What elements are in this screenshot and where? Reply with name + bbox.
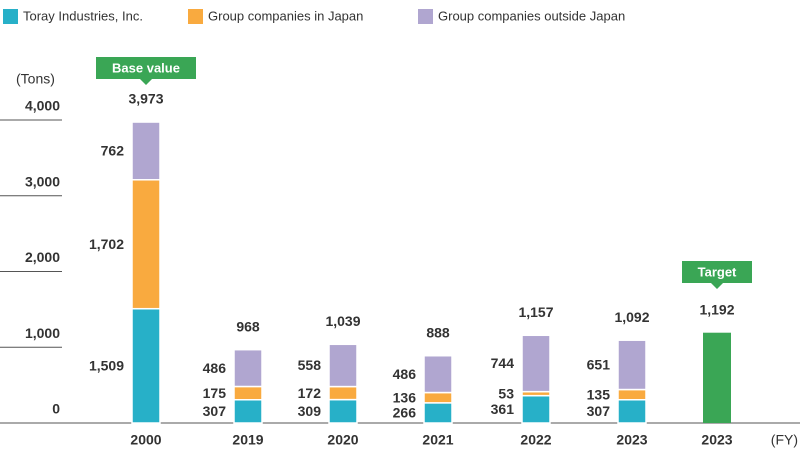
y-tick-label: 0 xyxy=(52,401,60,417)
legend-label: Toray Industries, Inc. xyxy=(23,8,143,23)
bar-segment xyxy=(328,343,358,388)
bar-segment xyxy=(131,121,161,181)
bar-segment xyxy=(423,354,453,394)
segment-label: 307 xyxy=(587,403,611,419)
segment-label: 651 xyxy=(587,357,611,373)
x-tick-label: 2022 xyxy=(520,432,551,448)
bar-segment xyxy=(328,398,358,424)
total-label: 1,157 xyxy=(518,304,553,320)
bar-segment xyxy=(423,402,453,424)
y-tick-label: 3,000 xyxy=(25,173,60,189)
segment-label: 486 xyxy=(393,366,417,382)
bar-segment xyxy=(617,398,647,424)
bar-segment xyxy=(328,385,358,401)
total-label: 1,039 xyxy=(325,313,360,329)
callout-text: Base value xyxy=(112,60,180,75)
segment-label: 175 xyxy=(203,385,227,401)
segment-label: 172 xyxy=(298,385,322,401)
legend-swatch xyxy=(418,9,433,24)
bar-segment xyxy=(233,348,263,388)
segment-label: 135 xyxy=(587,386,611,402)
segment-label: 361 xyxy=(491,401,515,417)
y-tick-label: 2,000 xyxy=(25,249,60,265)
bar-segment xyxy=(617,388,647,401)
bar-segment xyxy=(233,398,263,424)
target-bar xyxy=(703,332,731,423)
callout-box xyxy=(96,57,196,85)
y-tick-label: 1,000 xyxy=(25,325,60,341)
x-tick-label: 2000 xyxy=(130,432,161,448)
x-unit-label: (FY) xyxy=(771,432,798,448)
segment-label: 136 xyxy=(393,389,417,405)
total-label: 1,092 xyxy=(614,309,649,325)
legend-swatch xyxy=(188,9,203,24)
segment-label: 1,509 xyxy=(89,358,124,374)
segment-label: 53 xyxy=(498,385,514,401)
bar-segment xyxy=(233,385,263,401)
segment-label: 1,702 xyxy=(89,236,124,252)
segment-label: 486 xyxy=(203,360,227,376)
bar-segment xyxy=(131,179,161,310)
x-tick-label: 2023 xyxy=(616,432,647,448)
segment-label: 266 xyxy=(393,405,417,421)
segment-label: 309 xyxy=(298,403,322,419)
x-tick-label: 2021 xyxy=(422,432,453,448)
segment-label: 744 xyxy=(491,355,515,371)
bar-segment xyxy=(131,307,161,424)
bar-segment xyxy=(521,394,551,424)
x-tick-label: 2019 xyxy=(232,432,263,448)
segment-label: 762 xyxy=(101,143,125,159)
callout-text: Target xyxy=(698,264,737,279)
segment-label: 558 xyxy=(298,357,322,373)
target-value-label: 1,192 xyxy=(699,301,734,317)
segment-label: 307 xyxy=(203,403,227,419)
legend-label: Group companies outside Japan xyxy=(438,8,625,23)
total-label: 888 xyxy=(426,324,450,340)
x-tick-label: 2023 xyxy=(701,432,732,448)
y-tick-label: 4,000 xyxy=(25,98,60,114)
callout-box xyxy=(682,261,752,289)
unit-label: (Tons) xyxy=(16,71,55,87)
x-tick-label: 2020 xyxy=(327,432,358,448)
legend-label: Group companies in Japan xyxy=(208,8,363,23)
legend-swatch xyxy=(3,9,18,24)
bar-segment xyxy=(617,339,647,391)
total-label: 968 xyxy=(236,318,260,334)
bar-segment xyxy=(521,334,551,393)
bar-segment xyxy=(423,391,453,404)
total-label: 3,973 xyxy=(128,91,163,107)
